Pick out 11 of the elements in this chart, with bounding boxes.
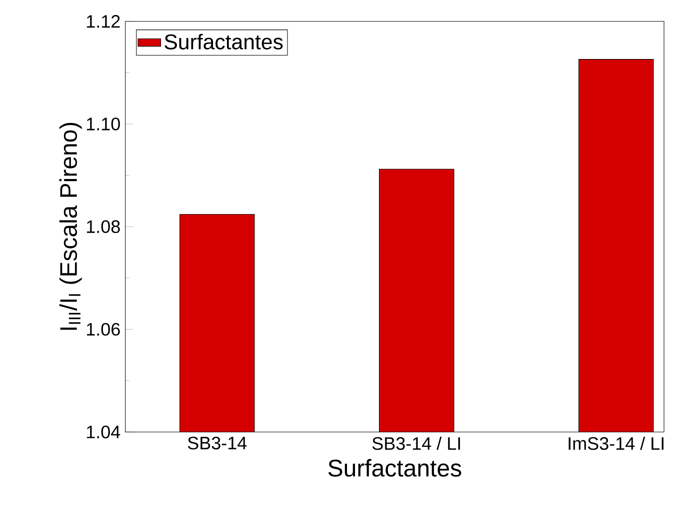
y-tick-label: 1.10: [86, 118, 120, 130]
y-axis-title: I$_{III}$/I$_{I}$ (Escala Pireno): [59, 122, 82, 330]
legend-label: Surfactantes: [164, 34, 283, 50]
x-tick-label: SB3-14: [188, 436, 247, 450]
y-tick-label: 1.06: [86, 322, 120, 336]
y-tick-label: 1.12: [86, 15, 120, 28]
y-tick-label: 1.08: [86, 220, 120, 234]
x-axis-title: Surfactantes: [328, 459, 462, 477]
x-tick-label: ImS3-14 / LI: [568, 436, 664, 450]
y-tick-label: 1.04: [86, 426, 120, 438]
x-tick-label: SB3-14 / LI: [372, 436, 460, 450]
